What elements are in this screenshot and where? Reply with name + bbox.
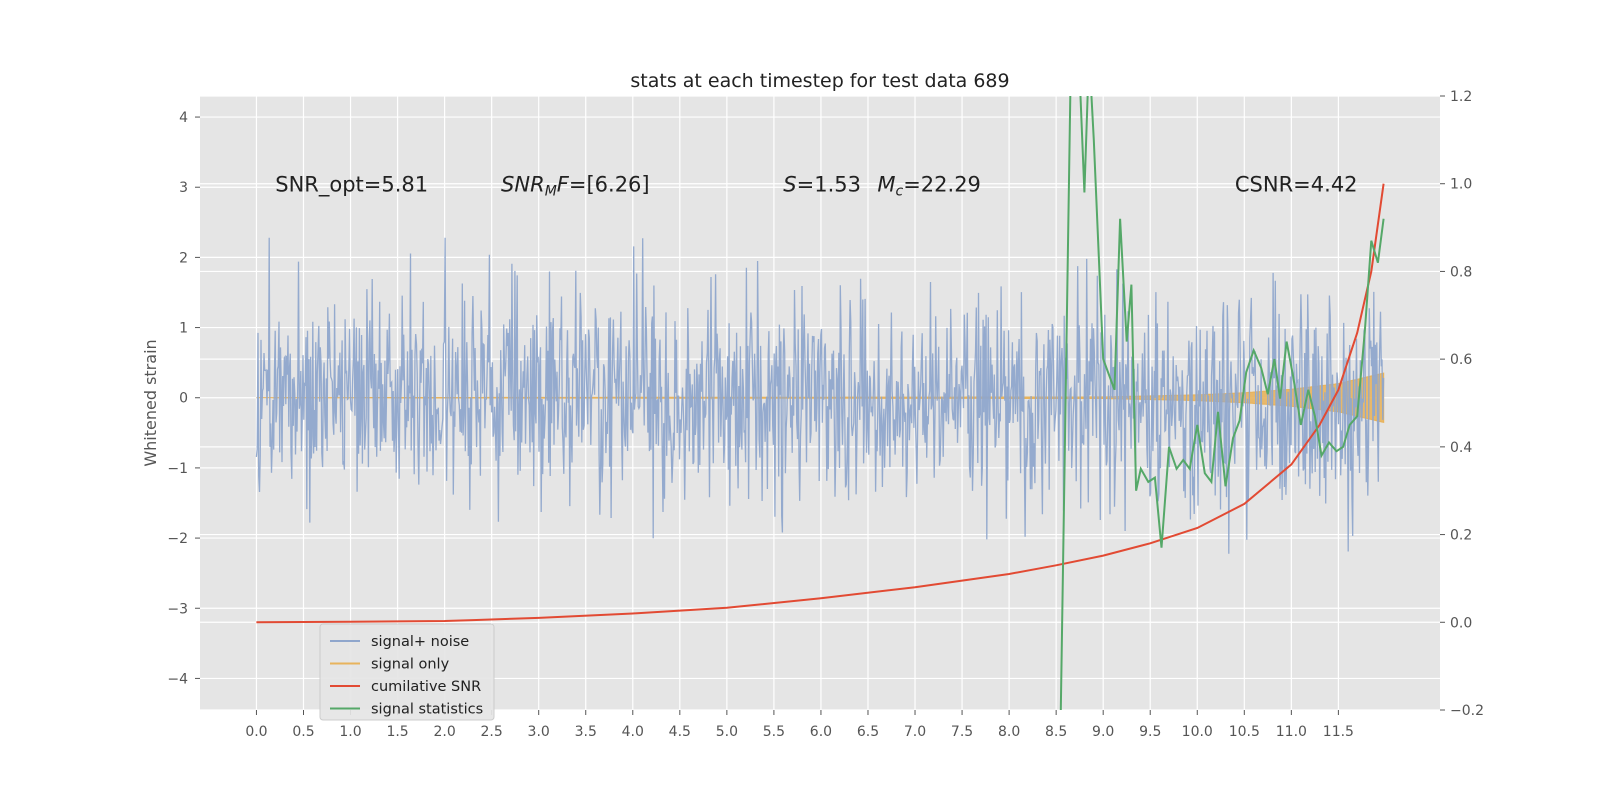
legend[interactable]: signal+ noise signal only cumilative SNR si… bbox=[319, 623, 495, 721]
x-tick-label: 5.5 bbox=[763, 724, 785, 740]
legend-label: signal only bbox=[371, 657, 450, 673]
annotation-snr-mf: SNRMF=[6.26] bbox=[501, 173, 650, 200]
y-tick-label: −1 bbox=[167, 461, 188, 477]
annotation-s: S=1.53 bbox=[783, 173, 861, 197]
annotation-csnr: CSNR=4.42 bbox=[1235, 173, 1358, 197]
y2-tick-label: 1.0 bbox=[1450, 177, 1472, 193]
x-tick-label: 5.0 bbox=[716, 724, 738, 740]
y-axis-label: Whitened strain bbox=[141, 339, 160, 466]
x-tick-label: 11.0 bbox=[1276, 724, 1307, 740]
noise-layer bbox=[255, 237, 1385, 554]
x-tick-label: 3.0 bbox=[528, 724, 550, 740]
y-tick-label: 2 bbox=[179, 250, 188, 266]
x-tick-label: 2.0 bbox=[433, 724, 455, 740]
annotation-mc: Mc=22.29 bbox=[877, 173, 981, 200]
y-tick-label: 0 bbox=[179, 391, 188, 407]
x-tick-label: 7.5 bbox=[951, 724, 973, 740]
x-tick-label: 1.0 bbox=[339, 724, 361, 740]
legend-cumulative-snr[interactable]: cumilative SNR bbox=[330, 679, 481, 695]
legend-label: signal statistics bbox=[371, 702, 483, 718]
y-tick-label: −2 bbox=[167, 531, 188, 547]
y2-tick-label: 1.2 bbox=[1450, 89, 1472, 105]
legend-signal-only[interactable]: signal only bbox=[330, 657, 450, 673]
cumulative-snr-line bbox=[256, 183, 1385, 624]
y-tick-label: −3 bbox=[167, 601, 188, 617]
annotation-layer: SNR_opt=5.81 SNRMF=[6.26] S=1.53 Mc=22.29 CS… bbox=[275, 173, 1357, 200]
x-tick-label: 0.5 bbox=[292, 724, 314, 740]
x-tick-label: 10.5 bbox=[1229, 724, 1260, 740]
x-tick-label: 2.5 bbox=[481, 724, 503, 740]
annotation-snr-opt: SNR_opt=5.81 bbox=[275, 173, 428, 198]
x-tick-label: 3.5 bbox=[575, 724, 597, 740]
y2-tick-label: 0.4 bbox=[1450, 440, 1472, 456]
y-tick-label: 1 bbox=[179, 321, 188, 337]
y2-tick-label: −0.2 bbox=[1450, 703, 1484, 719]
x-tick-label: 6.5 bbox=[857, 724, 879, 740]
signal-statistics-line bbox=[1059, 96, 1385, 710]
x-tick-label: 8.0 bbox=[998, 724, 1020, 740]
x-tick-label: 10.0 bbox=[1182, 724, 1213, 740]
x-tick-label: 4.5 bbox=[669, 724, 691, 740]
y2-tick-label: 0.0 bbox=[1450, 615, 1472, 631]
y2-tick-label: 0.2 bbox=[1450, 528, 1472, 544]
y2-tick-label: 0.8 bbox=[1450, 264, 1472, 280]
x-tick-label: 0.0 bbox=[245, 724, 267, 740]
y2-tick-label: 0.6 bbox=[1450, 352, 1472, 368]
x-tick-label: 9.5 bbox=[1139, 724, 1161, 740]
legend-label: cumilative SNR bbox=[371, 679, 481, 695]
x-tick-label: 6.0 bbox=[810, 724, 832, 740]
legend-signal-plus-noise[interactable]: signal+ noise bbox=[330, 634, 469, 650]
signal-plus-noise-line bbox=[255, 237, 1385, 554]
y-tick-label: 3 bbox=[179, 180, 188, 196]
x-tick-label: 7.0 bbox=[904, 724, 926, 740]
tick-layer: 0.0 0.5 1.0 1.5 2.0 2.5 3.0 3.5 4.0 4.5 5.0 5.5 6.0 6… bbox=[167, 89, 1484, 740]
x-tick-label: 9.0 bbox=[1092, 724, 1114, 740]
legend-label: signal+ noise bbox=[371, 634, 469, 650]
x-tick-label: 4.0 bbox=[622, 724, 644, 740]
x-tick-label: 11.5 bbox=[1323, 724, 1354, 740]
y-tick-label: 4 bbox=[179, 110, 188, 126]
x-tick-label: 8.5 bbox=[1045, 724, 1067, 740]
chart-title: stats at each timestep for test data 689 bbox=[630, 70, 1009, 92]
legend-box bbox=[319, 623, 495, 721]
right-series-layer bbox=[256, 96, 1385, 710]
y-tick-label: −4 bbox=[167, 671, 188, 687]
x-tick-label: 1.5 bbox=[386, 724, 408, 740]
legend-signal-statistics[interactable]: signal statistics bbox=[330, 702, 483, 718]
